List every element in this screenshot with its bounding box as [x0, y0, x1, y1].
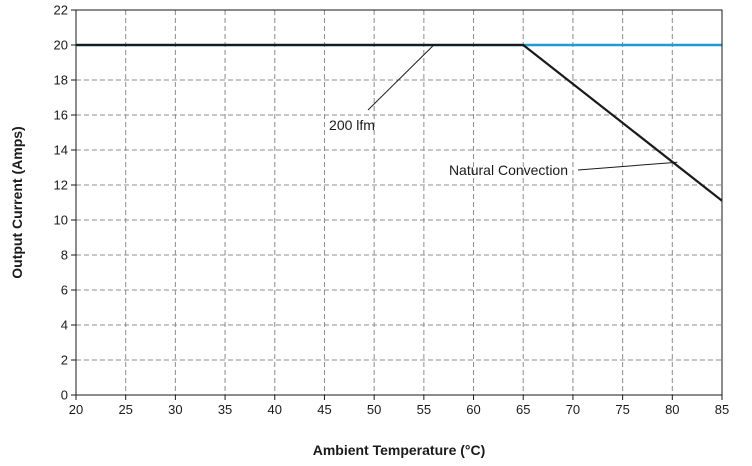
x-tick-label: 60	[466, 402, 480, 417]
x-tick-label: 55	[417, 402, 431, 417]
annotations: 200 lfm Natural Convection	[329, 44, 678, 178]
x-tick-label: 80	[665, 402, 679, 417]
x-tick-label: 75	[615, 402, 629, 417]
leader-line-natural-convection	[577, 161, 678, 171]
y-tick-label: 6	[61, 283, 68, 298]
y-tick-label: 16	[54, 108, 68, 123]
series-line-natural-convection	[76, 43, 723, 202]
y-tick-label: 2	[61, 353, 68, 368]
leader-line-200lfm	[367, 44, 435, 111]
grid	[76, 10, 722, 395]
y-tick-label: 0	[61, 388, 68, 403]
x-tick-label: 45	[317, 402, 331, 417]
x-axis-ticks: 20 25 30 35 40 45 50 55 60 65 70 75 80 85	[69, 395, 729, 417]
y-tick-label: 18	[54, 73, 68, 88]
y-tick-label: 22	[54, 3, 68, 18]
annotation-label-200lfm: 200 lfm	[329, 117, 375, 133]
x-tick-label: 20	[69, 402, 83, 417]
plot-frame	[75, 9, 723, 396]
y-tick-label: 14	[54, 143, 68, 158]
y-tick-label: 12	[54, 178, 68, 193]
y-axis-ticks: 0 2 4 6 8 10 12 14 16 18 20 22	[54, 3, 76, 403]
x-tick-label: 85	[715, 402, 729, 417]
x-tick-label: 35	[218, 402, 232, 417]
series-layer	[76, 43, 723, 202]
x-tick-label: 70	[566, 402, 580, 417]
x-tick-label: 30	[168, 402, 182, 417]
x-tick-label: 25	[118, 402, 132, 417]
x-tick-label: 40	[268, 402, 282, 417]
y-tick-label: 8	[61, 248, 68, 263]
x-tick-label: 65	[516, 402, 530, 417]
y-tick-label: 10	[54, 213, 68, 228]
y-axis-title: Output Current (Amps)	[9, 126, 25, 278]
x-tick-label: 50	[367, 402, 381, 417]
x-axis-title: Ambient Temperature (°C)	[313, 442, 486, 458]
y-tick-label: 20	[54, 38, 68, 53]
y-tick-label: 4	[61, 318, 68, 333]
annotation-label-natural-convection: Natural Convection	[449, 162, 568, 178]
